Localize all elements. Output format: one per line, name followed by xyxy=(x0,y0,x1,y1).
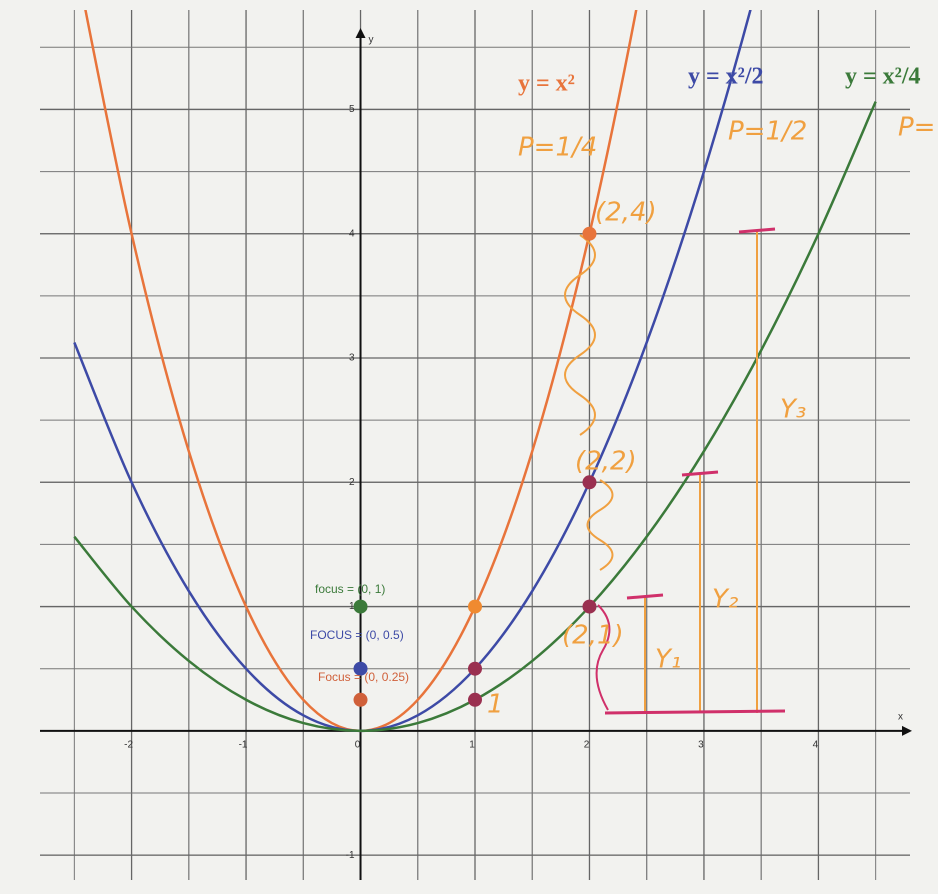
annotation: (2,1) xyxy=(562,621,624,651)
point xyxy=(468,662,482,676)
legend-label: y = x²/2 xyxy=(688,64,764,90)
y-tick-label: 4 xyxy=(349,228,355,239)
y-tick-label: -1 xyxy=(346,850,355,861)
x-tick-label: 4 xyxy=(813,739,819,750)
x-tick-label: 0 xyxy=(355,739,361,750)
x-axis-label: x xyxy=(898,711,903,722)
x-tick-label: 3 xyxy=(698,739,704,750)
point xyxy=(582,475,596,489)
legend-label: y = x² xyxy=(518,71,575,97)
point xyxy=(582,227,596,241)
point xyxy=(468,600,482,614)
y-tick-label: 2 xyxy=(349,477,355,488)
x-tick-label: 1 xyxy=(469,739,475,750)
x-tick-label: -2 xyxy=(124,739,133,750)
y-axis-label: y xyxy=(369,35,374,46)
y-tick-label: 5 xyxy=(349,104,355,115)
focus-label: FOCUS = (0, 0.5) xyxy=(310,628,404,642)
point xyxy=(354,693,368,707)
annotation: Y₃ xyxy=(780,395,806,425)
measure-base xyxy=(605,711,785,713)
annotation: P=1/4 xyxy=(518,133,597,163)
x-tick-label: -1 xyxy=(239,739,248,750)
annotation: Y₁ xyxy=(655,645,681,675)
focus-label: focus = (0, 1) xyxy=(315,582,385,596)
annotation: P=1/2 xyxy=(728,117,807,147)
x-tick-label: 2 xyxy=(584,739,590,750)
point xyxy=(468,693,482,707)
annotation: (2,2) xyxy=(575,447,637,477)
point xyxy=(582,600,596,614)
annotation: P= xyxy=(898,113,935,143)
annotation: (2,4) xyxy=(595,198,657,228)
annotation: 1 xyxy=(487,690,504,720)
point xyxy=(354,600,368,614)
chart: x y -2 -1 0 1 2 3 4 -1 1 2 3 4 5 y = x² y = x²/2 y = x²/… xyxy=(0,0,938,894)
focus-label: Focus = (0, 0.25) xyxy=(318,670,409,684)
annotation: Y₂ xyxy=(712,585,738,615)
legend-label: y = x²/4 xyxy=(845,64,921,90)
y-tick-label: 3 xyxy=(349,353,355,364)
